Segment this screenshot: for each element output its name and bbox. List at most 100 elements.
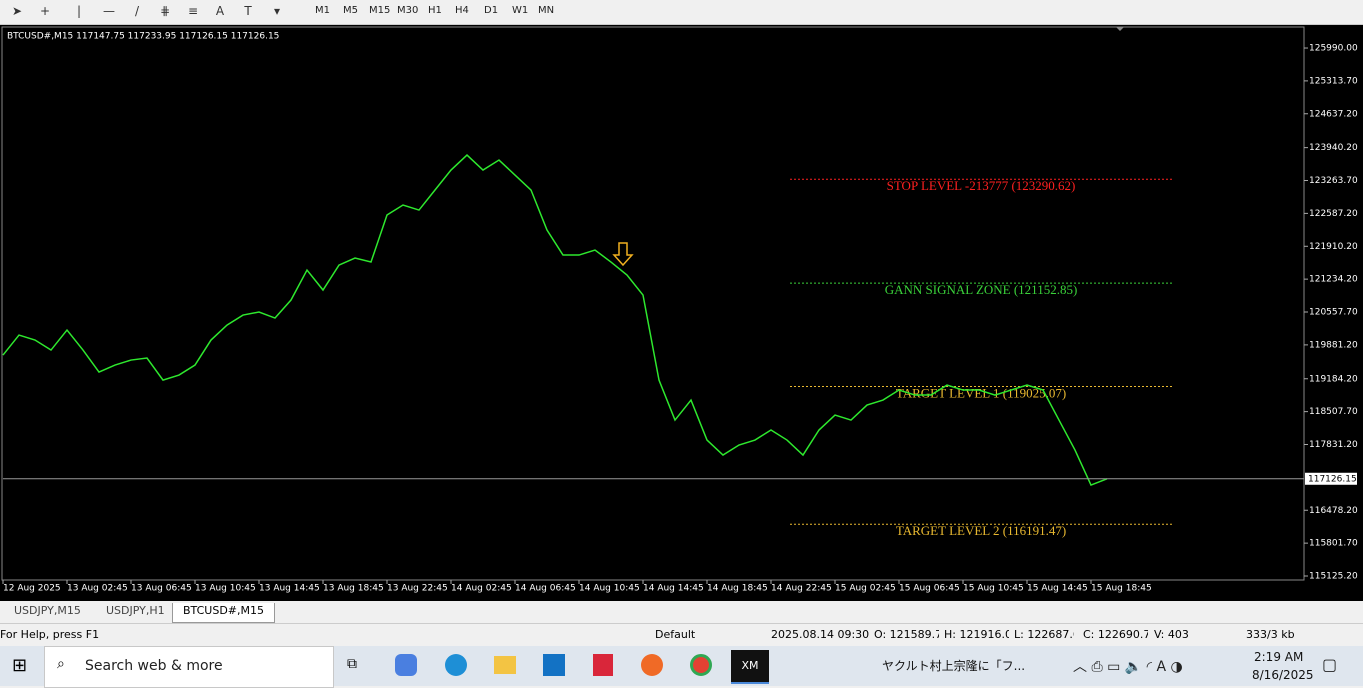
chart: BTCUSD#,M15 117147.75 117233.95 117126.1…	[0, 25, 1363, 601]
hline-tool[interactable]: —	[103, 4, 115, 18]
y-tick-label: 121234.20	[1309, 275, 1358, 285]
y-tick-label: 117831.20	[1309, 440, 1358, 450]
vline-tool[interactable]: |	[76, 4, 82, 18]
y-tick-label: 123940.20	[1309, 143, 1358, 153]
y-tick-label: 120557.70	[1309, 308, 1358, 318]
tab-bar: USDJPY,M15 USDJPY,H1 BTCUSD#,M15	[0, 601, 1363, 624]
y-tick-label: 119184.20	[1309, 374, 1358, 384]
x-tick-label: 15 Aug 18:45	[1091, 584, 1152, 594]
timeframe-button[interactable]: H1	[428, 5, 442, 16]
channel-tool[interactable]: ⋕	[159, 4, 171, 18]
status-field: H: 121916.05	[944, 628, 1009, 641]
last-price-box	[1305, 472, 1357, 485]
status-field: C: 122690.75	[1083, 628, 1148, 641]
taskbar: ⊞ ⌕ Search web & more ⧉ XM ヤクルト村上宗隆に「フ..…	[0, 646, 1363, 688]
x-tick-label: 15 Aug 14:45	[1027, 584, 1088, 594]
search-text: Search web & more	[85, 658, 223, 674]
timeframe-button[interactable]: H4	[455, 5, 469, 16]
last-price-label: 117126.15	[1308, 474, 1357, 484]
app-gift[interactable]	[593, 654, 613, 676]
y-tick-label: 123263.70	[1309, 176, 1358, 186]
app-copilot[interactable]	[395, 654, 417, 676]
x-tick-label: 15 Aug 06:45	[899, 584, 960, 594]
app-edge[interactable]	[445, 654, 467, 676]
status-field: 2025.08.14 09:30	[771, 628, 870, 641]
y-tick-label: 121910.20	[1309, 242, 1358, 252]
x-tick-label: 13 Aug 14:45	[259, 584, 320, 594]
level-label: TARGET LEVEL 2 (116191.47)	[896, 523, 1066, 538]
x-tick-label: 14 Aug 14:45	[643, 584, 704, 594]
chart-bg	[0, 25, 1363, 601]
status-bar: For Help, press F1 Default 2025.08.14 09:3…	[0, 624, 1363, 645]
clock-date[interactable]: 8/16/2025	[1252, 668, 1314, 682]
y-tick-label: 118507.70	[1309, 407, 1358, 417]
x-tick-label: 13 Aug 06:45	[131, 584, 192, 594]
cursor-tool[interactable]: ➤	[11, 4, 23, 18]
y-tick-label: 125313.70	[1309, 76, 1358, 86]
timeframe-button[interactable]: M5	[343, 5, 358, 16]
shift-marker	[1116, 27, 1124, 31]
tray-icons[interactable]: ︿ ⎙ ▭ 🔈 ◜ A ◑	[1073, 659, 1183, 675]
status-field: L: 122687.65	[1014, 628, 1074, 641]
timeframe-button[interactable]: D1	[484, 5, 499, 16]
price-line	[2, 154, 1108, 487]
y-tick-label: 116478.20	[1309, 506, 1358, 516]
status-field: V: 403	[1154, 628, 1189, 641]
x-tick-label: 13 Aug 22:45	[387, 584, 448, 594]
x-tick-label: 15 Aug 02:45	[835, 584, 896, 594]
y-tick-label: 115801.70	[1309, 539, 1358, 549]
chart-tab[interactable]: BTCUSD#,M15	[172, 603, 276, 623]
y-tick-label: 119881.20	[1309, 340, 1358, 350]
task-view[interactable]: ⧉	[347, 656, 357, 672]
x-tick-label: 14 Aug 22:45	[771, 584, 832, 594]
timeframe-button[interactable]: MN	[538, 5, 555, 16]
timeframe-button[interactable]: M30	[397, 5, 419, 16]
x-tick-label: 13 Aug 02:45	[67, 584, 128, 594]
level-label: TARGET LEVEL 1 (119025.07)	[896, 385, 1066, 400]
level-label: STOP LEVEL -213777 (123290.62)	[887, 178, 1076, 193]
chart-tab[interactable]: USDJPY,H1	[106, 604, 165, 617]
notifications[interactable]: ▢	[1322, 655, 1338, 674]
timeframe-button[interactable]: M1	[315, 5, 330, 16]
toolbar: ➤ + | — / ⋕ ≡ A T ▾ M1 M5 M15 M30 H1 H4 D1 W1 MN	[0, 0, 1363, 25]
y-tick-label: 122587.20	[1309, 209, 1358, 219]
plot-frame	[1, 26, 1305, 581]
timeframe-button[interactable]: M15	[369, 5, 391, 16]
y-tick-label: 125990.00	[1309, 44, 1358, 54]
crosshair-tool[interactable]: +	[39, 4, 51, 18]
clock-time[interactable]: 2:19 AM	[1254, 650, 1304, 664]
chart-tab[interactable]: USDJPY,M15	[14, 604, 81, 617]
text-tool[interactable]: A	[215, 4, 225, 18]
x-tick-label: 14 Aug 06:45	[515, 584, 576, 594]
x-tick-label: 13 Aug 10:45	[195, 584, 256, 594]
app-outlook[interactable]	[543, 654, 565, 676]
x-tick-label: 14 Aug 10:45	[579, 584, 640, 594]
search-box[interactable]: ⌕ Search web & more	[44, 646, 334, 688]
app-mt4[interactable]: XM	[731, 650, 769, 684]
x-tick-label: 13 Aug 18:45	[323, 584, 384, 594]
x-tick-label: 12 Aug 2025	[3, 584, 61, 594]
status-field: For Help, press F1	[0, 628, 100, 641]
status-field: Default	[655, 628, 696, 641]
fibo-tool[interactable]: ≡	[187, 4, 199, 18]
app-firefox[interactable]	[641, 654, 663, 676]
y-tick-label: 124637.20	[1309, 109, 1358, 119]
signal-arrow	[612, 242, 634, 267]
app-chrome[interactable]	[690, 654, 712, 676]
chart-title: BTCUSD#,M15 117147.75 117233.95 117126.1…	[7, 32, 279, 42]
status-field: O: 121589.75	[874, 628, 939, 641]
x-tick-label: 15 Aug 10:45	[963, 584, 1024, 594]
app-explorer[interactable]	[494, 656, 516, 674]
news-ticker[interactable]: ヤクルト村上宗隆に「フ...	[882, 659, 1026, 673]
x-tick-label: 14 Aug 02:45	[451, 584, 512, 594]
shapes-tool[interactable]: ▾	[273, 4, 281, 18]
trend-tool[interactable]: /	[134, 4, 140, 18]
status-field: 333/3 kb	[1246, 628, 1295, 641]
level-label: GANN SIGNAL ZONE (121152.85)	[885, 282, 1078, 297]
start-button[interactable]: ⊞	[12, 655, 28, 676]
timeframe-button[interactable]: W1	[512, 5, 529, 16]
x-tick-label: 14 Aug 18:45	[707, 584, 768, 594]
label-tool[interactable]: T	[244, 4, 252, 18]
y-tick-label: 115125.20	[1309, 572, 1358, 582]
